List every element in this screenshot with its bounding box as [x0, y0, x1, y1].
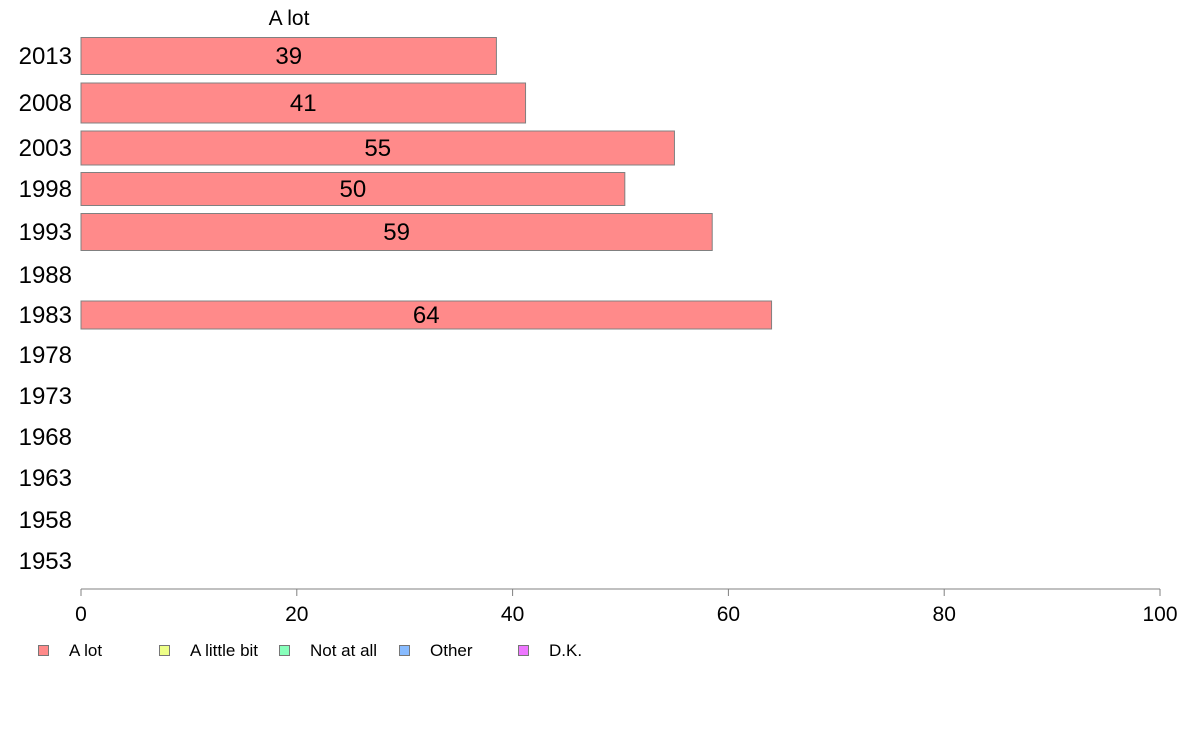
legend-label: A little bit: [190, 641, 259, 660]
y-tick-label: 1993: [19, 219, 72, 246]
bar: [80, 213, 713, 251]
x-axis: 0 20 40 60 80 100: [75, 588, 1178, 626]
y-axis-labels: 2013 2008 2003 1998 1993 1988 1983 1978 1973 1968…: [19, 43, 72, 575]
x-tick-label: 40: [501, 603, 524, 626]
legend-swatch: [518, 645, 529, 656]
legend-label: D.K.: [549, 641, 583, 660]
bar-value-label: 59: [383, 219, 410, 246]
x-tick-label: 100: [1142, 603, 1177, 626]
bars: 39 41 55 50 59 64: [80, 37, 773, 330]
legend-swatch: [279, 645, 290, 656]
x-tick-label: 0: [75, 603, 87, 626]
bar-value-label: 55: [364, 135, 391, 162]
bar: [80, 130, 675, 166]
x-tick-label: 80: [933, 603, 956, 626]
legend-swatch: [159, 645, 170, 656]
legend-swatch: [38, 645, 49, 656]
legend-label: Other: [430, 641, 473, 660]
y-tick-label: 2003: [19, 135, 72, 162]
y-tick-label: 1978: [19, 342, 72, 369]
bar: [80, 37, 497, 75]
x-tick-label: 60: [717, 603, 740, 626]
bar: [80, 172, 626, 206]
bar-value-label: 50: [340, 176, 367, 203]
y-tick-label: 1953: [19, 548, 72, 575]
y-tick-label: 1983: [19, 302, 72, 329]
y-tick-label: 1973: [19, 383, 72, 410]
bar-value-label: 41: [290, 90, 317, 117]
bar: [80, 300, 773, 330]
bar-value-label: 39: [275, 43, 302, 70]
bar-value-label: 64: [413, 302, 440, 329]
y-tick-label: 1988: [19, 262, 72, 289]
y-tick-label: 2008: [19, 90, 72, 117]
chart-title: A lot: [269, 7, 310, 30]
y-tick-label: 2013: [19, 43, 72, 70]
bar: [80, 82, 527, 124]
legend-label: A lot: [69, 641, 103, 660]
y-tick-label: 1958: [19, 507, 72, 534]
y-tick-label: 1968: [19, 424, 72, 451]
y-tick-label: 1963: [19, 465, 72, 492]
legend-swatch: [399, 645, 410, 656]
y-tick-label: 1998: [19, 176, 72, 203]
x-tick-label: 20: [285, 603, 308, 626]
legend-label: Not at all: [310, 641, 378, 660]
